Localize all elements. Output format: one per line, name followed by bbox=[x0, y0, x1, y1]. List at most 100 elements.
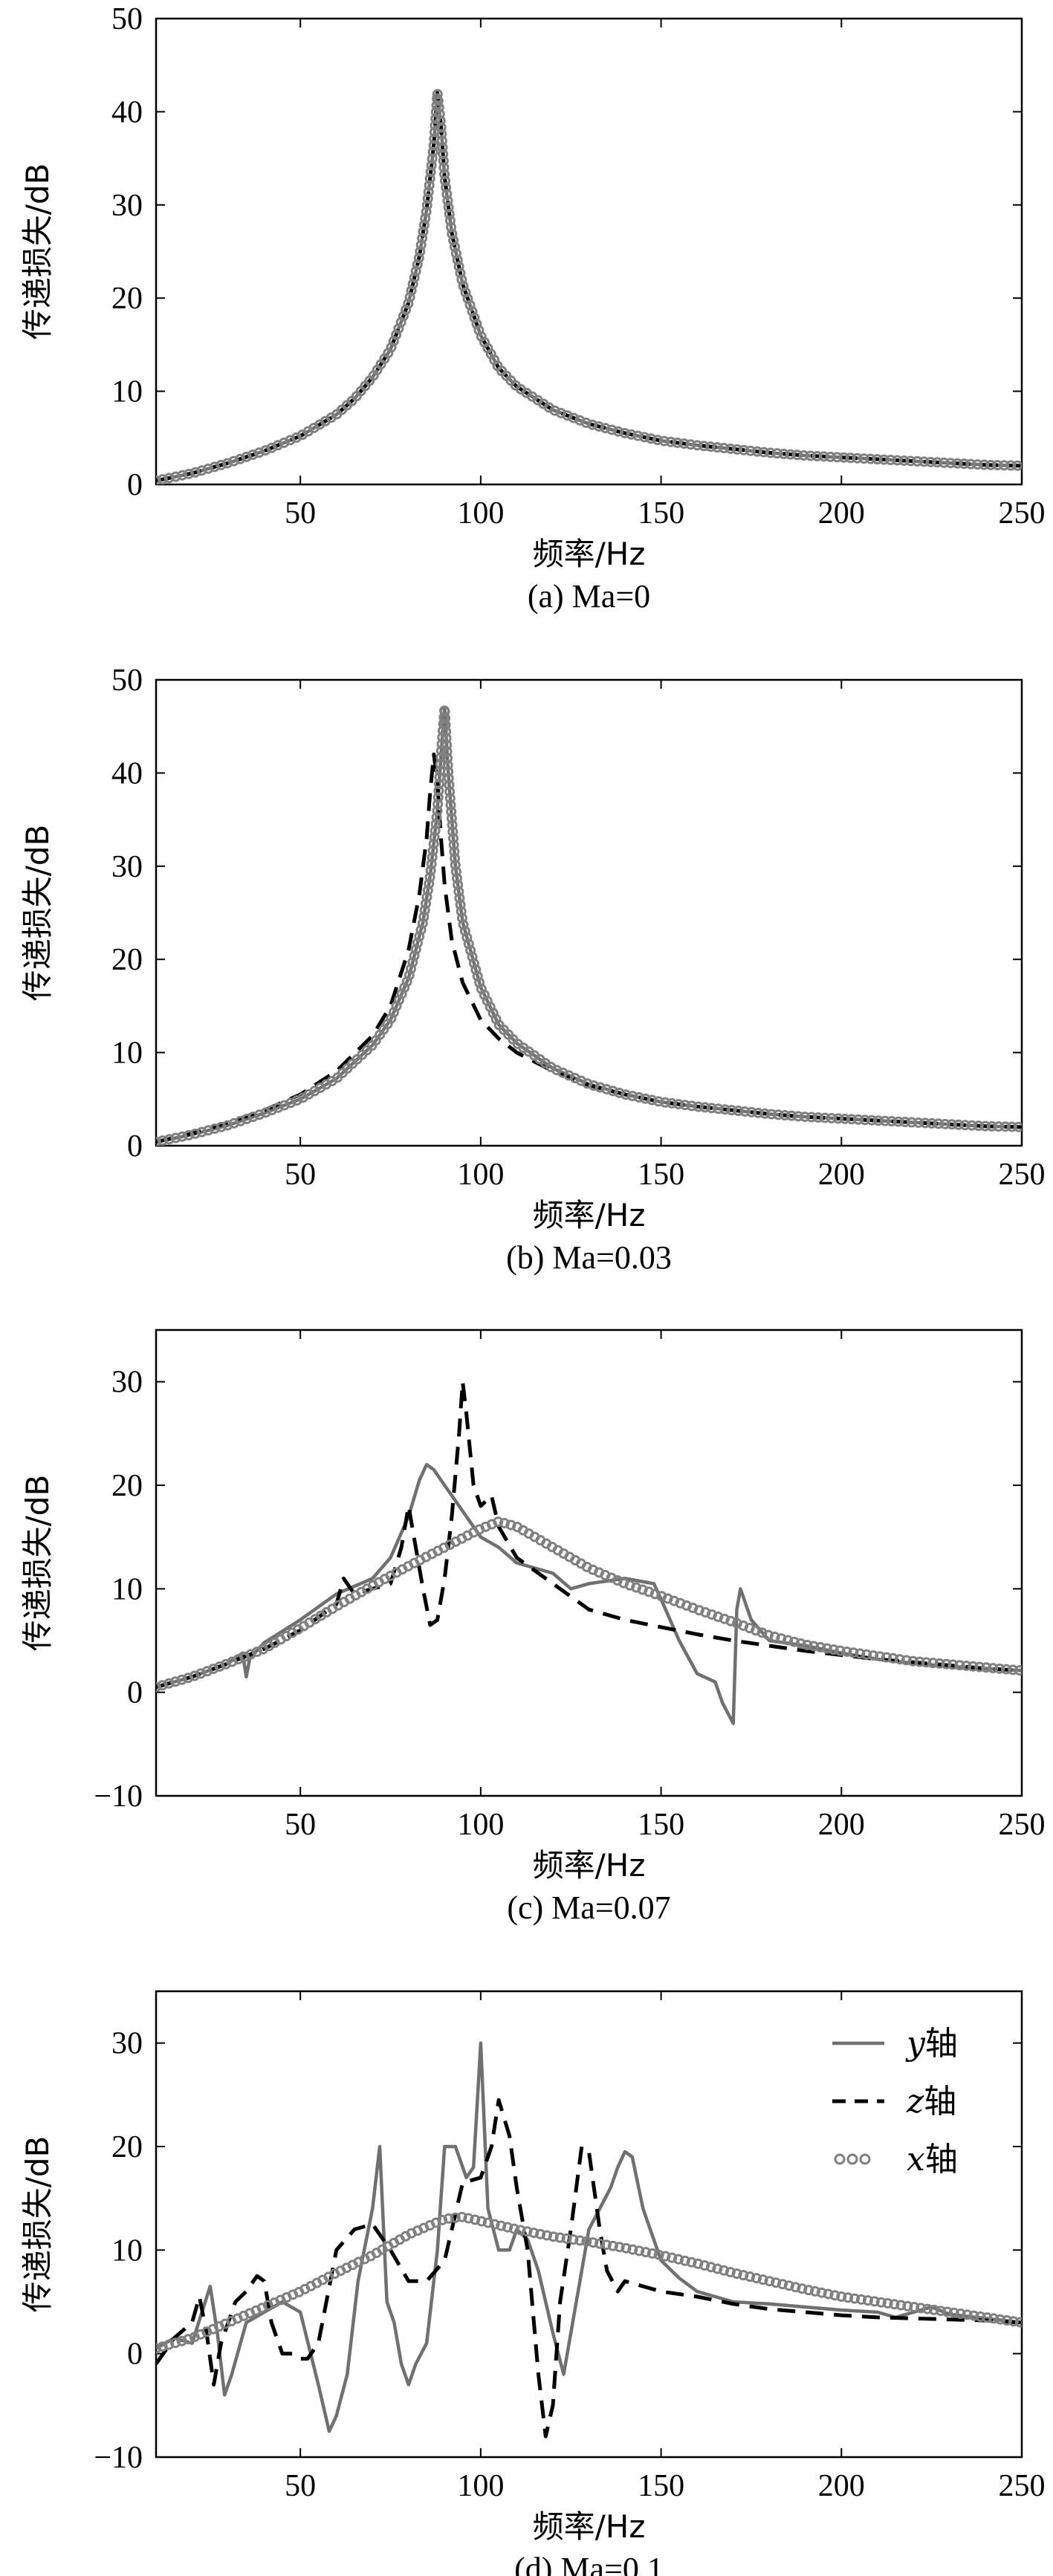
data-point bbox=[428, 838, 439, 849]
data-point bbox=[826, 1112, 837, 1123]
data-point bbox=[927, 1658, 939, 1669]
data-point bbox=[705, 441, 716, 452]
data-point bbox=[843, 2292, 854, 2303]
data-point bbox=[424, 872, 435, 883]
x-tick-label: 250 bbox=[999, 1808, 1046, 1842]
data-point bbox=[444, 793, 456, 804]
plot-frame bbox=[155, 1990, 1023, 2459]
data-point bbox=[968, 2310, 979, 2321]
data-point bbox=[868, 1650, 879, 1661]
data-point bbox=[450, 866, 461, 877]
data-point bbox=[464, 299, 476, 311]
data-point bbox=[548, 2231, 559, 2242]
data-point bbox=[788, 1636, 800, 1647]
series-z轴-line bbox=[156, 2098, 1022, 2439]
data-point bbox=[470, 964, 482, 976]
data-point bbox=[1014, 1665, 1022, 1676]
data-point bbox=[945, 458, 956, 469]
data-point bbox=[881, 1652, 892, 1663]
data-point bbox=[455, 899, 466, 910]
data-point bbox=[887, 1652, 898, 1664]
data-point bbox=[601, 1083, 612, 1094]
data-point bbox=[413, 253, 424, 264]
data-point bbox=[639, 432, 650, 443]
x-axis-label: 频率/Hz bbox=[533, 1197, 646, 1233]
data-point bbox=[528, 2228, 540, 2239]
data-point bbox=[947, 1659, 959, 1670]
series-x轴-markers bbox=[156, 1516, 1022, 1693]
data-point bbox=[444, 786, 456, 797]
x-tick-label: 50 bbox=[285, 1808, 316, 1842]
data-point bbox=[1008, 2316, 1019, 2327]
data-point bbox=[435, 745, 447, 756]
data-point bbox=[607, 2240, 618, 2251]
data-point bbox=[588, 1080, 599, 1091]
data-point bbox=[665, 436, 676, 447]
data-point bbox=[959, 1120, 971, 1131]
data-point bbox=[905, 455, 916, 467]
data-point bbox=[771, 448, 783, 459]
data-point bbox=[432, 792, 444, 803]
data-point bbox=[973, 1120, 984, 1132]
data-point bbox=[759, 1108, 771, 1119]
data-point bbox=[228, 455, 239, 467]
data-point bbox=[793, 1111, 804, 1122]
data-point bbox=[751, 446, 762, 457]
data-point bbox=[418, 912, 430, 923]
data-point bbox=[673, 1099, 684, 1110]
data-point bbox=[425, 166, 436, 178]
y-tick-label: 50 bbox=[111, 2, 143, 36]
data-point bbox=[849, 2293, 861, 2304]
data-point bbox=[765, 447, 776, 458]
data-point bbox=[436, 135, 447, 146]
data-point bbox=[974, 1661, 985, 1673]
data-point bbox=[428, 140, 439, 151]
data-point bbox=[157, 1680, 168, 1691]
data-point bbox=[679, 1100, 690, 1111]
data-point bbox=[640, 1093, 651, 1104]
data-point bbox=[672, 437, 683, 448]
data-point bbox=[432, 805, 443, 817]
x-tick-label: 100 bbox=[457, 496, 504, 531]
data-point bbox=[758, 447, 769, 458]
data-point bbox=[726, 1105, 737, 1116]
data-point bbox=[443, 773, 454, 784]
y-tick-label: 30 bbox=[111, 850, 143, 884]
data-point bbox=[885, 455, 896, 466]
data-point bbox=[189, 467, 201, 478]
data-point bbox=[861, 1649, 872, 1660]
data-point bbox=[446, 806, 457, 817]
data-point bbox=[421, 207, 432, 218]
data-point bbox=[412, 938, 423, 949]
data-point bbox=[919, 1117, 930, 1129]
legend: y轴 z轴 x轴 bbox=[832, 2025, 958, 2178]
data-point bbox=[435, 122, 447, 133]
data-point bbox=[561, 2233, 572, 2244]
data-point bbox=[878, 454, 890, 465]
data-point bbox=[898, 455, 910, 466]
data-point bbox=[952, 458, 963, 469]
data-point bbox=[417, 918, 428, 929]
data-point bbox=[427, 851, 438, 863]
data-point bbox=[474, 977, 485, 988]
x-tick-label: 250 bbox=[999, 496, 1046, 531]
x-tick-label: 50 bbox=[285, 496, 316, 531]
data-point bbox=[177, 1131, 188, 1142]
legend-marker bbox=[834, 2153, 846, 2165]
data-point bbox=[450, 2212, 461, 2223]
data-point bbox=[909, 2302, 920, 2313]
data-point bbox=[771, 2277, 782, 2288]
data-point bbox=[712, 442, 723, 453]
plot-frame bbox=[155, 17, 1023, 486]
data-point bbox=[607, 1086, 618, 1097]
data-point bbox=[906, 1117, 917, 1128]
data-point bbox=[800, 1112, 811, 1123]
data-point bbox=[496, 2220, 507, 2231]
data-point bbox=[203, 463, 214, 474]
y-tick-label: 40 bbox=[111, 756, 143, 791]
data-point bbox=[460, 287, 471, 298]
data-point bbox=[410, 944, 421, 955]
data-point bbox=[809, 2285, 820, 2297]
data-point bbox=[222, 458, 233, 469]
data-point bbox=[802, 1640, 813, 1651]
